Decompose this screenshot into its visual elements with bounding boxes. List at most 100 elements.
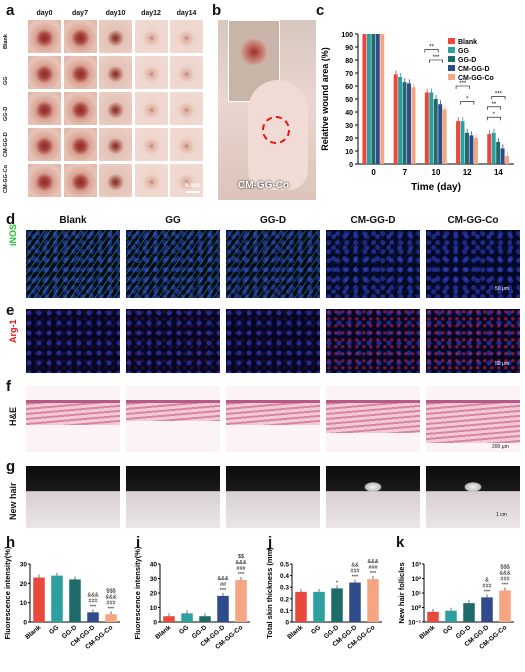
wound-photo	[170, 92, 203, 125]
legend-label: GG-D	[458, 57, 476, 64]
wound-photo	[99, 164, 132, 197]
significance-label: *	[336, 580, 339, 586]
legend-label: GG	[458, 48, 469, 55]
wound-photo	[28, 92, 61, 125]
legend-label: Blank	[458, 39, 477, 46]
y-tick-label: 10²	[412, 576, 422, 583]
dermis-layer	[26, 400, 120, 425]
significance-label: ***	[352, 575, 359, 581]
y-axis-title: New hair follicles	[397, 562, 406, 623]
bar	[463, 603, 475, 622]
y-tick-label: 60	[345, 84, 353, 91]
hair-photo	[426, 466, 520, 528]
x-tick-label: 14	[494, 168, 503, 177]
scale-bar-label: 50 μm	[495, 286, 509, 292]
significance-label: &	[485, 577, 489, 583]
column-header: CM-GG-Co	[447, 215, 499, 226]
bar	[393, 74, 398, 164]
bar	[411, 87, 416, 164]
y-tick-label: 20	[150, 591, 158, 598]
wound-photo	[28, 20, 61, 53]
wound-photo	[99, 92, 132, 125]
bar	[371, 34, 376, 164]
dermis-layer	[226, 400, 320, 425]
he-image	[126, 386, 220, 452]
he-image	[26, 386, 120, 452]
bar	[331, 588, 343, 622]
significance-label: $$$	[106, 588, 115, 594]
bar	[460, 121, 465, 164]
bar	[105, 614, 117, 622]
significance-label: $$$	[500, 564, 509, 570]
group-row-label: CM-GG-Co	[3, 164, 9, 193]
inos-image	[26, 230, 120, 298]
hair-photo	[226, 466, 320, 528]
y-axis-title: Relative wound area (%)	[320, 47, 330, 151]
bar	[496, 141, 501, 164]
panel-i-letter: i	[136, 534, 141, 551]
x-tick-label: GG	[442, 624, 454, 636]
hair-photo	[126, 466, 220, 528]
x-tick-label: GG	[178, 624, 190, 636]
wound-photo	[99, 20, 132, 53]
day-label: day12	[141, 10, 161, 17]
arg1-image	[126, 309, 220, 373]
scale-bar-label: 5 mm	[185, 183, 201, 189]
significance-label: ***	[502, 582, 509, 588]
bar	[505, 156, 510, 164]
wound-photo	[170, 20, 203, 53]
column-header: GG-D	[259, 215, 287, 226]
x-tick-label: GG	[310, 624, 322, 636]
inos-image	[326, 230, 420, 298]
significance-label: ***	[484, 589, 491, 595]
bar	[456, 121, 461, 164]
arg1-image	[26, 309, 120, 373]
mouse-photo: CM-GG-Co	[218, 20, 316, 200]
panel-h-letter: h	[6, 534, 16, 551]
y-tick-label: 50	[345, 97, 353, 104]
y-axis-title: Fluorescence intensity(%)	[3, 546, 12, 639]
significance-label: *	[466, 97, 469, 103]
y-axis-title: Fluorescence intensity(%)	[133, 546, 142, 639]
panel-f-letter: f	[6, 378, 11, 395]
new-hair-row-label: New hair	[8, 482, 18, 520]
y-tick-label: 20	[345, 136, 353, 143]
wound-photo	[99, 56, 132, 89]
x-tick-label: GG	[48, 624, 60, 636]
arg1-row-label: Arg-1	[8, 319, 18, 343]
bar	[217, 595, 229, 622]
dermis-layer	[426, 400, 520, 443]
arg1-image	[326, 309, 420, 373]
bar	[438, 104, 443, 164]
significance-label: ###	[500, 576, 510, 582]
panel-g-letter: g	[6, 458, 16, 475]
y-tick-label: 10	[345, 149, 353, 156]
column-header: GG	[165, 215, 181, 226]
group-row-label: Blank	[3, 33, 9, 49]
dermis-layer	[326, 400, 420, 433]
y-tick-label: 0.5	[280, 562, 289, 569]
y-tick-label: 0	[23, 620, 27, 627]
bar	[407, 83, 411, 164]
scale-bar-label: 200 μm	[492, 444, 509, 450]
bar	[235, 579, 247, 622]
bar	[469, 135, 474, 164]
wound-photo	[170, 128, 203, 161]
significance-label: $$	[238, 554, 244, 560]
column-header: Blank	[59, 215, 87, 226]
x-tick-label: 7	[403, 168, 408, 177]
y-tick-label: 10	[150, 605, 158, 612]
significance-label: &&&	[217, 576, 228, 582]
new-hair-tuft	[364, 482, 382, 492]
day-label: day14	[176, 10, 197, 17]
group-row-label: CM-GG-D	[3, 131, 9, 157]
significance-bracket	[486, 116, 501, 121]
y-tick-label: 0	[153, 620, 157, 627]
scale-bar-label: 1 cm	[496, 512, 507, 518]
y-tick-label: 0	[285, 620, 289, 627]
panel-c-letter: c	[316, 2, 325, 19]
bar	[473, 138, 478, 164]
